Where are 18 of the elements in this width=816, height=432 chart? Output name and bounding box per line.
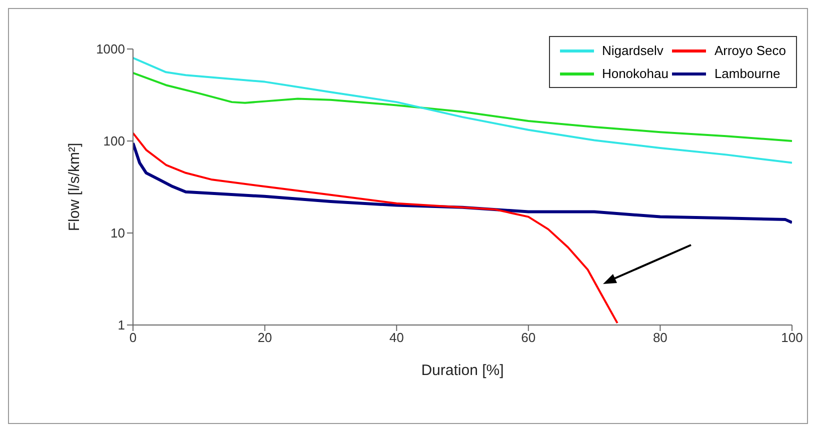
y-axis-title: Flow [l/s/km²] [66,142,83,232]
legend-label: Arroyo Seco [714,43,786,58]
legend-label: Honokohau [602,66,668,81]
x-tick-label: 0 [129,330,137,346]
legend-label: Nigardselv [602,43,664,58]
y-tick-label: 100 [103,134,125,149]
line-series [133,56,792,164]
x-tick-label: 80 [652,330,668,346]
x-tick-label: 40 [389,330,404,346]
line-series [133,132,618,324]
x-tick-label: 60 [521,330,536,346]
x-axis-title: Duration [%] [421,362,504,379]
y-tick-label: 10 [110,226,125,241]
x-tick-label: 100 [781,330,803,346]
y-tick-label: 1000 [96,42,125,57]
x-tick-label: 20 [258,330,272,346]
legend-label: Lambourne [714,66,780,81]
y-tick-label: 1 [118,318,125,333]
